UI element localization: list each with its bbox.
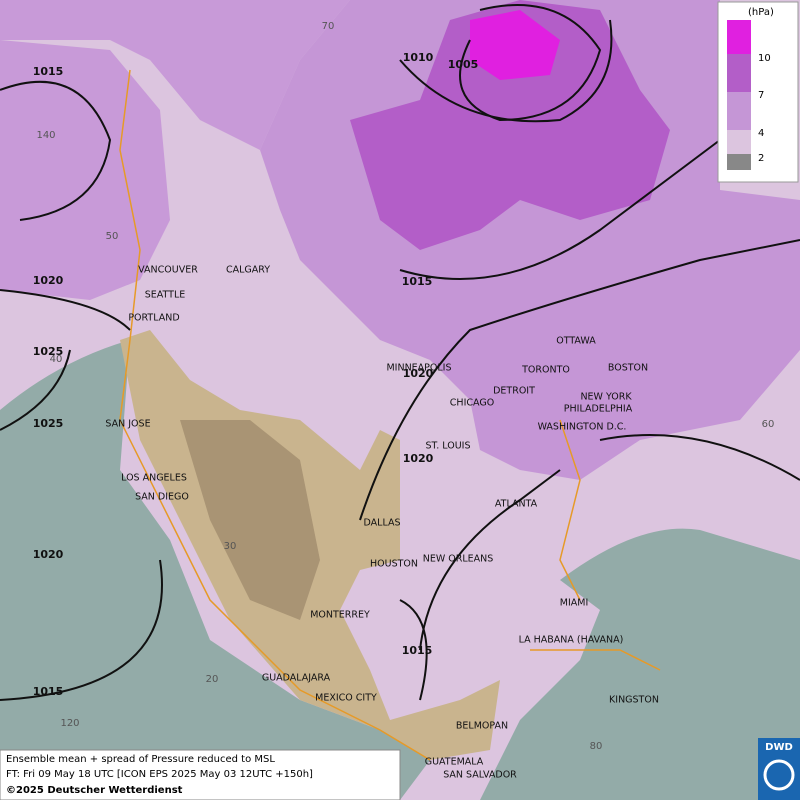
city-label: OTTAWA	[556, 336, 596, 347]
city-label: ST. LOUIS	[426, 441, 471, 452]
legend-swatch	[727, 20, 751, 54]
footer-box	[0, 749, 401, 800]
logo: DWD	[758, 738, 800, 800]
city-label: DETROIT	[493, 386, 535, 397]
spread-region	[480, 528, 800, 800]
city-label: GUADALAJARA	[262, 673, 331, 684]
city-label: NEW YORK	[580, 392, 632, 403]
legend-swatch	[727, 130, 751, 154]
spread-region	[0, 340, 430, 800]
city-label: DALLAS	[364, 518, 401, 529]
legend-swatch	[727, 92, 751, 130]
labels: 1015101010051015102010251025102010201020…	[33, 21, 775, 781]
spread-region	[0, 40, 170, 300]
city-label: BOSTON	[608, 363, 648, 374]
city-label: CALGARY	[226, 265, 270, 276]
terrain	[180, 420, 320, 620]
grid-label: 40	[50, 354, 63, 365]
legend-unit: (hPa)	[748, 7, 774, 18]
grid-label: 60	[762, 419, 775, 430]
legend-level: 2	[758, 153, 764, 164]
city-label: SAN DIEGO	[135, 492, 189, 503]
city-label: WASHINGTON D.C.	[538, 422, 627, 433]
footer: Ensemble mean + spread of Pressure reduc…	[0, 749, 401, 800]
spread-region	[470, 10, 560, 80]
city-label: SAN SALVADOR	[443, 770, 517, 781]
city-label: LOS ANGELES	[121, 473, 187, 484]
city-label: KINGSTON	[609, 695, 659, 706]
legend-level: 4	[758, 128, 764, 139]
isobar-label: 1015	[402, 644, 433, 657]
grid-label: 20	[206, 674, 219, 685]
isobars	[0, 4, 800, 701]
legend: (hPa) 10 7 4 2	[717, 1, 799, 183]
city-label: CHICAGO	[450, 398, 494, 409]
city-label: NEW ORLEANS	[423, 554, 494, 565]
isobar-label: 1020	[33, 548, 64, 561]
legend-level: 7	[758, 90, 764, 101]
city-label: MIAMI	[560, 598, 589, 609]
isobar-label: 1010	[403, 51, 434, 64]
footer-text: Ensemble mean + spread of Pressure reduc…	[6, 754, 275, 765]
footer-text: ©2025 Deutscher Wetterdienst	[6, 785, 183, 796]
isobar-label: 1005	[448, 58, 479, 71]
city-label: SEATTLE	[145, 290, 186, 301]
grid-label: 120	[60, 718, 79, 729]
isobar-label: 1015	[33, 65, 64, 78]
city-label: SAN JOSE	[105, 419, 150, 430]
isobar-label: 1020	[403, 452, 434, 465]
city-label: BELMOPAN	[456, 721, 508, 732]
isobar-label: 1015	[33, 685, 64, 698]
grid-label: 50	[106, 231, 119, 242]
spread-region	[0, 0, 350, 150]
grid-label: 30	[224, 541, 237, 552]
city-label: LA HABANA (HAVANA)	[519, 635, 624, 646]
isobar-label: 1020	[33, 274, 64, 287]
city-label: GUATEMALA	[425, 757, 484, 768]
isobar-label: 1025	[33, 417, 64, 430]
city-label: HOUSTON	[370, 559, 418, 570]
footer-text: FT: Fri 09 May 18 UTC [ICON EPS 2025 May…	[6, 769, 313, 780]
coastlines	[119, 69, 661, 761]
isobar-label: 1020	[403, 367, 434, 380]
city-label: MEXICO CITY	[315, 693, 377, 704]
legend-level: 10	[758, 53, 771, 64]
grid-label: 70	[322, 21, 335, 32]
grid-label: 80	[590, 741, 603, 752]
city-label: TORONTO	[521, 365, 570, 376]
isobar-label: 1015	[402, 275, 433, 288]
city-label: ATLANTA	[495, 499, 538, 510]
city-label: PHILADELPHIA	[564, 404, 633, 415]
legend-swatch	[727, 154, 751, 170]
isobar-label: 1025	[33, 345, 64, 358]
logo-icon	[763, 759, 795, 791]
city-label: MINNEAPOLIS	[386, 363, 451, 374]
city-label: PORTLAND	[128, 313, 179, 324]
city-label: MONTERREY	[310, 610, 370, 621]
spread-region	[350, 0, 670, 250]
grid-label: 140	[36, 130, 55, 141]
logo-text: DWD	[765, 742, 793, 753]
city-label: VANCOUVER	[138, 265, 198, 276]
legend-swatch	[727, 54, 751, 92]
